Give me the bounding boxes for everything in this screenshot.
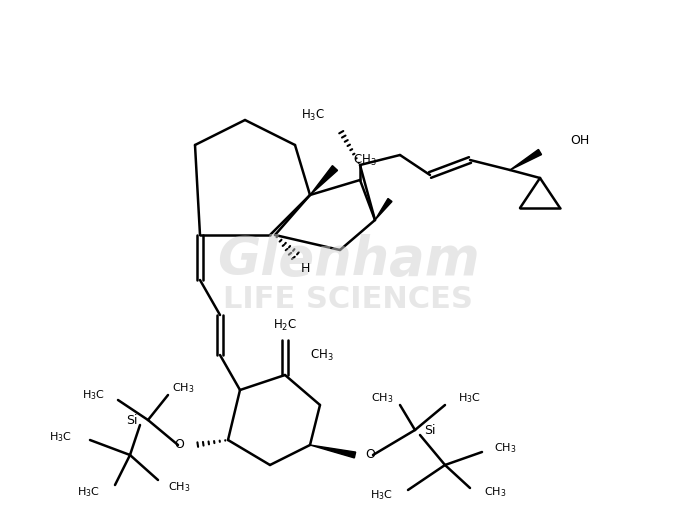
Text: H: H — [300, 262, 310, 275]
Text: CH$_3$: CH$_3$ — [494, 441, 516, 455]
Text: H$_3$C: H$_3$C — [458, 391, 481, 405]
Text: Si: Si — [127, 413, 138, 426]
Polygon shape — [375, 199, 392, 220]
Text: CH$_3$: CH$_3$ — [172, 381, 194, 395]
Text: H$_2$C: H$_2$C — [273, 317, 297, 333]
Text: Glenham: Glenham — [216, 234, 480, 286]
Text: H$_3$C: H$_3$C — [49, 430, 72, 444]
Text: H$_3$C: H$_3$C — [82, 388, 105, 402]
Text: H$_3$C: H$_3$C — [301, 108, 325, 123]
Text: CH$_3$: CH$_3$ — [353, 152, 377, 167]
Text: CH$_3$: CH$_3$ — [484, 485, 507, 499]
Polygon shape — [510, 149, 541, 170]
Polygon shape — [310, 445, 356, 458]
Text: CH$_3$: CH$_3$ — [168, 480, 191, 494]
Text: H$_3$C: H$_3$C — [77, 485, 100, 499]
Text: H$_3$C: H$_3$C — [370, 488, 393, 502]
Text: O: O — [365, 448, 375, 462]
Text: Si: Si — [424, 423, 436, 436]
Text: CH$_3$: CH$_3$ — [370, 391, 393, 405]
Text: OH: OH — [570, 134, 590, 147]
Text: LIFE SCIENCES: LIFE SCIENCES — [223, 285, 473, 315]
Text: CH$_3$: CH$_3$ — [310, 347, 333, 362]
Text: O: O — [174, 438, 184, 451]
Polygon shape — [310, 166, 338, 195]
